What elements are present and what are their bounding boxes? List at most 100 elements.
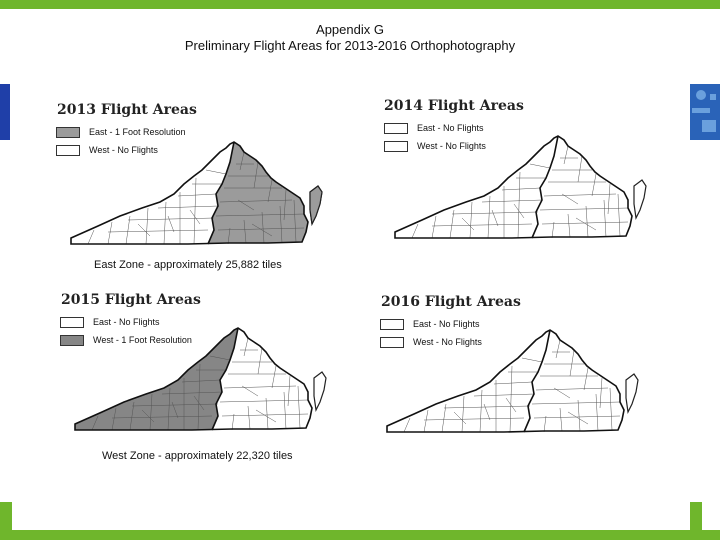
county-boundary — [513, 203, 525, 219]
county-boundary — [265, 397, 269, 430]
county-boundary — [453, 411, 467, 425]
legend-swatch — [380, 318, 404, 330]
county-boundary — [127, 217, 215, 221]
county-boundary — [451, 211, 539, 215]
county-boundary — [221, 413, 309, 417]
county-boundary — [193, 177, 197, 245]
eastern-shore — [633, 179, 647, 220]
county-boundary — [595, 393, 599, 432]
document-header: Appendix G Preliminary Flight Areas for … — [0, 22, 720, 54]
county-boundary — [575, 217, 597, 231]
county-boundary — [441, 403, 447, 433]
county-boundary — [205, 169, 227, 175]
state-outline — [70, 141, 309, 245]
county-boundary — [247, 405, 251, 430]
county-boundary — [577, 399, 581, 432]
county-boundary — [193, 395, 205, 411]
county-boundary — [163, 201, 167, 245]
county-boundary — [567, 213, 571, 238]
county-boundary — [431, 223, 533, 227]
county-boundary — [539, 207, 629, 211]
panel-2013-caption: East Zone - approximately 25,882 tiles — [94, 259, 282, 271]
county-boundary — [267, 179, 273, 203]
county-boundary — [107, 229, 209, 233]
county-boundary — [237, 199, 255, 211]
legend-swatch — [56, 126, 80, 138]
panel-2014-map — [394, 135, 647, 239]
county-boundary — [157, 205, 219, 209]
zone-divider — [523, 329, 551, 433]
county-boundary — [161, 391, 223, 395]
eastern-shore-shaded — [309, 185, 323, 226]
county-boundary — [111, 407, 117, 431]
county-boundary — [535, 387, 609, 391]
county-boundary — [189, 209, 201, 225]
county-boundary — [543, 415, 547, 433]
panel-2016-map — [386, 329, 639, 433]
county-boundary — [567, 411, 589, 425]
west-zone-shaded — [75, 328, 238, 430]
county-boundary — [531, 401, 621, 405]
county-boundary — [251, 223, 273, 237]
county-boundary — [411, 223, 419, 239]
county-boundary — [443, 405, 531, 409]
county-boundary — [543, 193, 617, 197]
county-boundary — [469, 201, 473, 239]
appendix-label: Appendix G — [316, 22, 384, 37]
state-fill — [395, 136, 632, 238]
county-boundary — [271, 365, 277, 389]
county-boundary — [283, 391, 287, 430]
county-boundary — [563, 145, 569, 165]
right-edge-graphic — [690, 84, 720, 140]
county-boundary — [107, 221, 113, 245]
county-boundary — [603, 199, 607, 238]
county-boundary — [149, 393, 153, 431]
eastern-shore — [313, 371, 327, 412]
county-boundary — [257, 347, 263, 375]
county-boundary — [585, 205, 589, 238]
county-boundary — [255, 409, 277, 423]
legend-label: East - No Flights — [417, 123, 484, 133]
county-boundary — [253, 161, 259, 189]
document-title: Preliminary Flight Areas for 2013-2016 O… — [184, 38, 516, 53]
county-boundary — [181, 379, 221, 383]
left-edge-graphic — [0, 84, 10, 140]
county-boundary — [491, 209, 499, 227]
eastern-shore — [625, 373, 639, 414]
county-boundary — [561, 193, 579, 205]
county-boundary — [591, 173, 597, 197]
county-boundary — [131, 403, 219, 407]
zone-divider — [207, 141, 235, 245]
legend-swatch — [60, 316, 84, 328]
county-boundary — [481, 199, 543, 203]
legend-swatch — [60, 334, 84, 346]
legend-label: West - 1 Foot Resolution — [93, 335, 192, 345]
county-boundary — [599, 377, 603, 409]
panel-2013-map — [70, 141, 323, 245]
county-boundary — [125, 215, 131, 245]
legend-label: West - No Flights — [89, 145, 158, 155]
county-boundary — [287, 375, 291, 407]
county-boundary — [241, 385, 259, 397]
zone-divider — [211, 327, 239, 431]
county-boundary — [177, 193, 217, 197]
county-boundary — [423, 417, 525, 421]
county-boundary — [533, 415, 621, 419]
county-boundary — [609, 387, 613, 431]
panel-2013-legend: East - 1 Foot Resolution West - No Fligh… — [56, 125, 186, 161]
panel-2015-title: 2015 Flight Areas — [61, 292, 201, 308]
county-boundary — [501, 187, 541, 191]
county-boundary — [261, 211, 265, 244]
county-boundary — [137, 223, 151, 237]
legend-label: East - No Flights — [413, 319, 480, 329]
county-boundary — [583, 367, 589, 391]
county-boundary — [219, 399, 309, 403]
county-boundary — [141, 409, 155, 423]
east-zone-shaded — [208, 142, 308, 244]
county-boundary — [283, 189, 287, 221]
county-boundary — [529, 163, 551, 169]
legend-swatch — [380, 336, 404, 348]
county-boundary — [517, 171, 521, 239]
county-boundary — [231, 413, 235, 431]
county-boundary — [577, 155, 583, 183]
